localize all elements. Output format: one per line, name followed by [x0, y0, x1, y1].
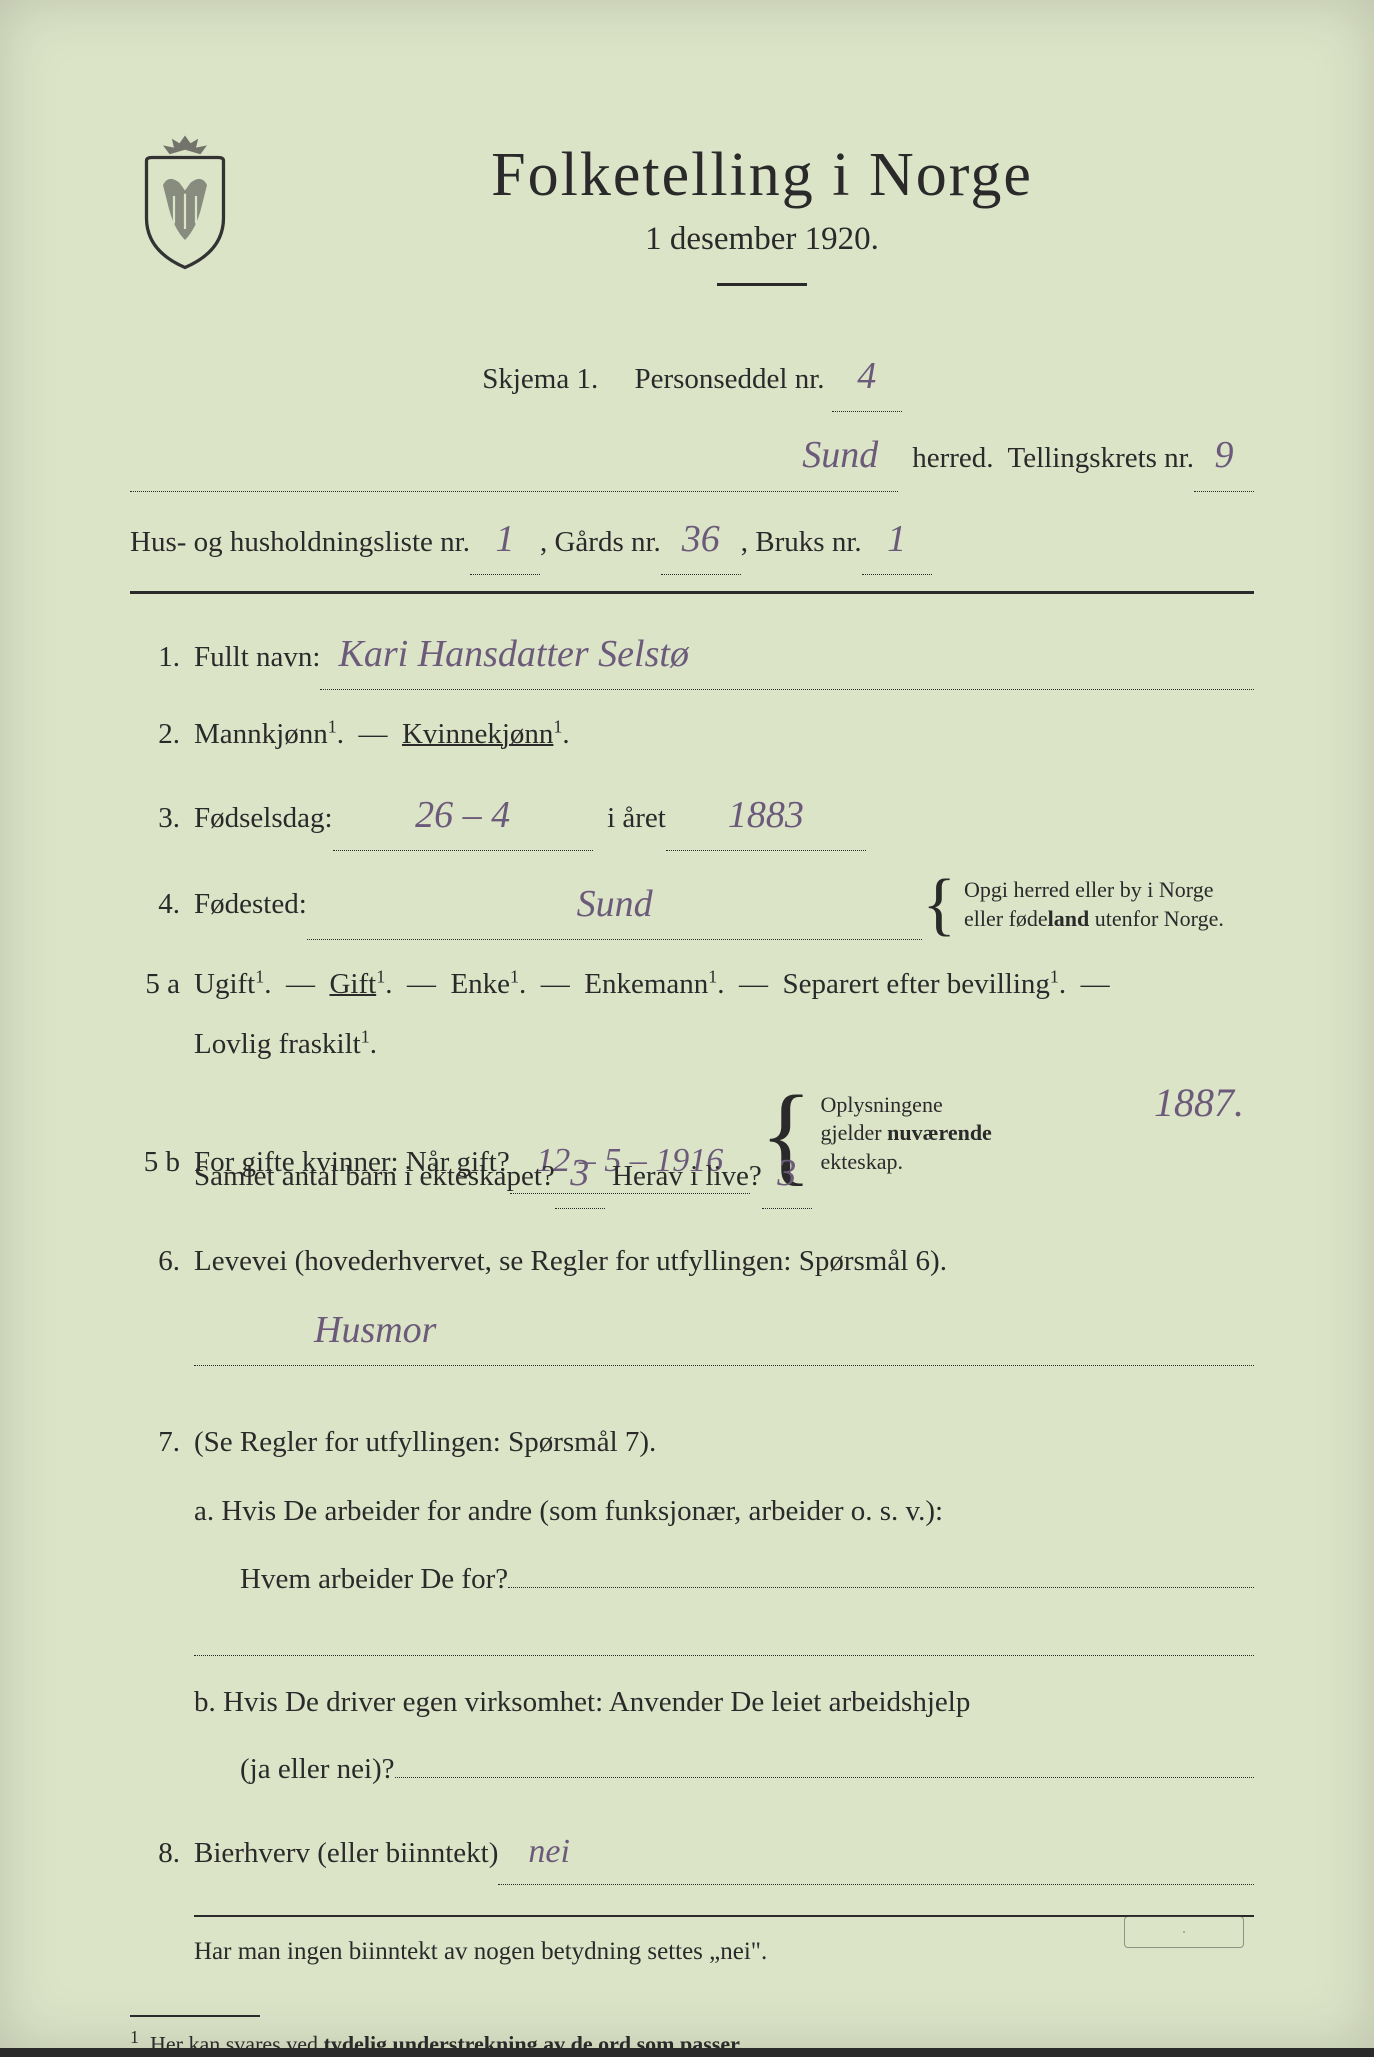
tellingskrets-label: Tellingskrets nr.: [1008, 432, 1194, 486]
footnote-divider: [130, 2015, 260, 2017]
q7-label: (Se Regler for utfyllingen: Spørsmål 7).: [194, 1426, 656, 1458]
bruks-nr: 1: [862, 504, 932, 575]
q6-value-row: Husmor: [130, 1295, 1254, 1366]
crest-svg: [130, 130, 240, 273]
personseddel-nr: 4: [832, 341, 902, 412]
herred-label: herred.: [898, 432, 1007, 486]
row-herred: Sund herred. Tellingskrets nr. 9: [130, 420, 1254, 491]
q7a-q-row: Hvem arbeider De for?: [130, 1553, 1254, 1607]
q5a-enke: Enke: [450, 968, 510, 1000]
q5a-gift: Gift: [329, 968, 376, 1000]
q5b-line2: Samlet antal barn i ekteskapet? 3 Herav …: [130, 1138, 870, 1209]
gards-nr: 36: [661, 504, 741, 575]
q5a-enkemann: Enkemann: [584, 968, 708, 1000]
q8-num: 8.: [130, 1827, 180, 1881]
row-skjema: Skjema 1. Personseddel nr. 4: [130, 341, 1254, 412]
q1-label: Fullt navn:: [194, 631, 320, 685]
q7b-value: [395, 1743, 1254, 1778]
q5b-label2: Samlet antal barn i ekteskapet?: [194, 1150, 555, 1204]
q4-note-group: { Opgi herred eller by i Norge eller fød…: [922, 876, 1254, 933]
q6-num: 6.: [130, 1235, 180, 1289]
bruks-label: , Bruks nr.: [741, 516, 862, 570]
q8-note: Har man ingen biinntekt av nogen betydni…: [130, 1929, 1254, 1975]
q7a-blank: [130, 1621, 1254, 1656]
q4-label: Fødested:: [194, 878, 307, 932]
page-subtitle: 1 desember 1920.: [270, 221, 1254, 258]
q5b-label3: Herav i live?: [612, 1150, 762, 1204]
divider-thick: [130, 591, 1254, 594]
page-title: Folketelling i Norge: [270, 140, 1254, 211]
q4-num: 4.: [130, 878, 180, 932]
gards-label: , Gårds nr.: [540, 516, 661, 570]
q5a-ugift: Ugift: [194, 968, 255, 1000]
title-block: Folketelling i Norge 1 desember 1920.: [270, 140, 1254, 321]
q4: 4. Fødested: Sund { Opgi herred eller by…: [130, 869, 1254, 940]
q1: 1. Fullt navn: Kari Hansdatter Selstø: [130, 619, 1254, 690]
q3-year: 1883: [666, 780, 866, 851]
q7a-q: Hvem arbeider De for?: [240, 1553, 508, 1607]
q7b-q: (ja eller nei)?: [240, 1743, 395, 1797]
q7b-q-row: (ja eller nei)?: [130, 1743, 1254, 1797]
q7: 7. (Se Regler for utfyllingen: Spørsmål …: [130, 1416, 1254, 1470]
q3-num: 3.: [130, 792, 180, 846]
hus-label: Hus- og husholdningsliste nr.: [130, 516, 470, 570]
q3-label: Fødselsdag:: [194, 792, 333, 846]
q5b-barn: 3: [555, 1138, 605, 1209]
q5a-lovlig: Lovlig fraskilt: [194, 1028, 361, 1060]
q5a: 5 a Ugift1. — Gift1. — Enke1. — Enkemann…: [130, 958, 1254, 1012]
printer-stamp: •: [1124, 1916, 1244, 1948]
q8-value: nei: [498, 1821, 1254, 1885]
q5b-live: 3: [762, 1138, 812, 1209]
footnote-marker: 1: [130, 2027, 139, 2047]
q8-label: Bierhverv (eller biinntekt): [194, 1827, 498, 1881]
q5b-note1: Oplysningene: [821, 1091, 1011, 1120]
footnote: 1 Her kan svares ved tydelig understrekn…: [130, 2027, 1254, 2057]
q1-num: 1.: [130, 631, 180, 685]
q5a-num: 5 a: [130, 958, 180, 1012]
brace-icon: {: [922, 877, 956, 933]
row-hus: Hus- og husholdningsliste nr. 1 , Gårds …: [130, 504, 1254, 575]
skjema-label: Skjema 1.: [482, 363, 598, 395]
herred-value: Sund: [130, 420, 898, 491]
q5a-separert: Separert efter bevilling: [783, 968, 1050, 1000]
q7b-label: b. Hvis De driver egen virksomhet: Anven…: [130, 1676, 1254, 1730]
q8: 8. Bierhverv (eller biinntekt) nei: [130, 1821, 1254, 1885]
tellingskrets-nr: 9: [1194, 420, 1254, 491]
q8-divider: [194, 1915, 1254, 1917]
q4-value: Sund: [307, 869, 923, 940]
header: Folketelling i Norge 1 desember 1920.: [130, 140, 1254, 321]
title-divider: [717, 283, 807, 286]
q2-mann: Mannkjønn: [194, 718, 328, 750]
q3-year-label: i året: [607, 792, 666, 846]
q6-value: Husmor: [194, 1295, 1254, 1366]
census-form-page: Folketelling i Norge 1 desember 1920. Sk…: [0, 0, 1374, 2048]
q3: 3. Fødselsdag: 26 – 4 i året 1883: [130, 780, 1254, 851]
coat-of-arms-icon: [130, 130, 240, 270]
q6-label: Levevei (hovederhvervet, se Regler for u…: [194, 1245, 947, 1277]
q5a-line2: Lovlig fraskilt1.: [130, 1018, 1254, 1072]
q2: 2. Mannkjønn1. — Kvinnekjønn1.: [130, 708, 1254, 762]
q7a-label: a. Hvis De arbeider for andre (som funks…: [130, 1485, 1254, 1539]
q5b-year-annot: 1887.: [1154, 1066, 1244, 1140]
q2-num: 2.: [130, 708, 180, 762]
hus-nr: 1: [470, 504, 540, 575]
q4-note1: Opgi herred eller by i Norge: [964, 876, 1254, 905]
q7-num: 7.: [130, 1416, 180, 1470]
q7a-value: [508, 1553, 1254, 1588]
q3-day: 26 – 4: [333, 780, 593, 851]
q2-kvinne: Kvinnekjønn: [402, 718, 553, 750]
personseddel-label: Personseddel nr.: [634, 363, 824, 395]
q6: 6. Levevei (hovederhvervet, se Regler fo…: [130, 1235, 1254, 1289]
q1-value: Kari Hansdatter Selstø: [320, 619, 1254, 690]
